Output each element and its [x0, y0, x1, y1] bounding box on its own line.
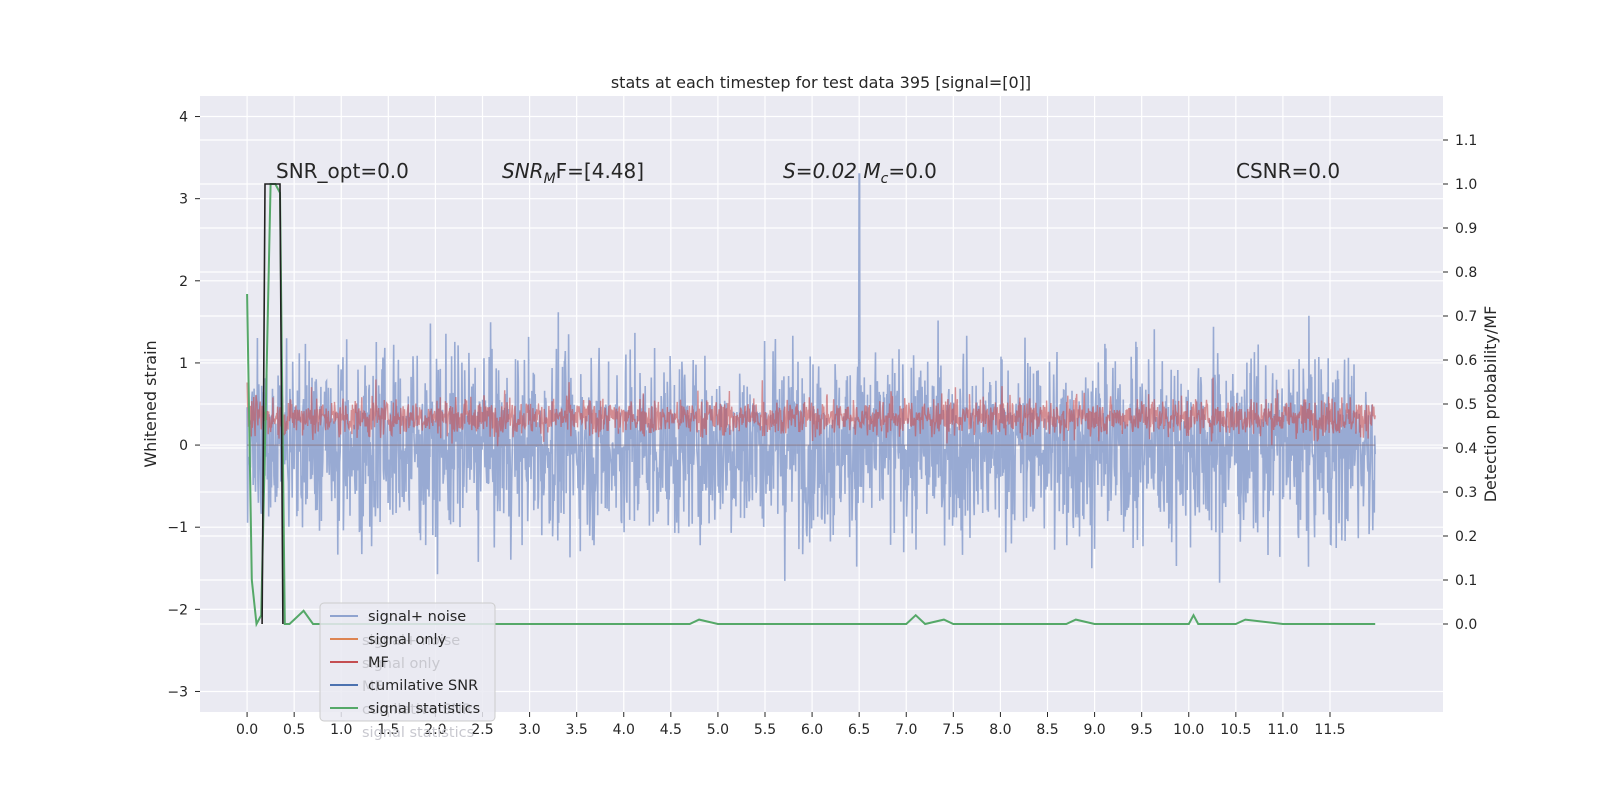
legend-box: [319, 602, 496, 722]
y2-tick-label: 0.9: [1455, 221, 1477, 237]
y2-tick-label: 0.3: [1455, 485, 1477, 501]
y2-tick-label: 1.1: [1455, 133, 1477, 149]
x-tick-label: 0.0: [236, 722, 258, 738]
legend-label: signal statistics: [368, 701, 480, 717]
x-tick-label: 8.5: [1036, 722, 1058, 738]
legend-ghost-text: cumilative SNR: [362, 702, 472, 718]
y2-tick-label: 1.0: [1455, 177, 1477, 193]
y-tick-label: 0: [179, 438, 188, 454]
legend-label: signal only: [368, 632, 447, 648]
x-tick-label: 5.0: [707, 722, 729, 738]
series-line-signal-statistics: [246, 183, 1376, 628]
y2-axis-label: Detection probability/MF: [1481, 306, 1500, 503]
legend-label: cumilative SNR: [368, 678, 478, 694]
x-tick-label: 6.5: [848, 722, 870, 738]
series-line-mf: [246, 377, 1376, 447]
x-tick-label: 1.5: [377, 722, 399, 738]
x-tick-label: 10.5: [1220, 722, 1251, 738]
y-tick-label: 4: [179, 110, 188, 126]
legend-ghost-text: signal+ noise: [362, 633, 460, 649]
y2-tick-label: 0.0: [1455, 617, 1477, 633]
y-tick-label: −1: [167, 520, 188, 536]
x-tick-label: 8.0: [989, 722, 1011, 738]
annotation-3: S=0.02 Mc=0.0: [783, 159, 937, 187]
x-tick-label: 9.5: [1131, 722, 1153, 738]
x-tick-label: 4.0: [613, 722, 635, 738]
y-tick-label: 1: [179, 356, 188, 372]
chart-title: stats at each timestep for test data 395…: [611, 73, 1031, 92]
x-tick-label: 2.0: [424, 722, 446, 738]
x-tick-label: 9.0: [1083, 722, 1105, 738]
y-tick-label: −2: [167, 602, 188, 618]
annotations: SNR_opt=0.0 SNRMF=[4.48] S=0.02 Mc=0.0 CSNR…: [276, 159, 1340, 187]
y-tick-label: 2: [179, 274, 188, 290]
series-line-signal-noise: [246, 173, 1376, 583]
y-tick-label: −3: [167, 684, 188, 700]
y2-tick-label: 0.4: [1455, 441, 1477, 457]
y2-tick-label: 0.2: [1455, 529, 1477, 545]
legend-ghost-text: MF: [362, 679, 383, 695]
x-tick-label: 7.5: [942, 722, 964, 738]
x-tick-label: 0.5: [283, 722, 305, 738]
y2-tick-label: 0.8: [1455, 265, 1477, 281]
x-tick-label: 11.5: [1314, 722, 1345, 738]
x-tick-label: 11.0: [1267, 722, 1298, 738]
x-tick-label: 6.0: [801, 722, 823, 738]
x-tick-label: 1.0: [330, 722, 352, 738]
x-tick-label: 10.0: [1173, 722, 1204, 738]
annotation-1: SNR_opt=0.0: [276, 159, 409, 183]
legend-label: signal+ noise: [368, 609, 466, 625]
legend-label: MF: [368, 655, 389, 671]
series-line-detection-spike: [261, 183, 284, 625]
y2-tick-label: 0.1: [1455, 573, 1477, 589]
x-tick-label: 3.0: [518, 722, 540, 738]
x-tick-label: 5.5: [754, 722, 776, 738]
y-axis-label: Whitened strain: [141, 340, 160, 467]
y-tick-label: 3: [179, 192, 188, 208]
x-tick-label: 3.5: [566, 722, 588, 738]
x-tick-label: 7.0: [895, 722, 917, 738]
y2-tick-label: 0.6: [1455, 353, 1477, 369]
legend-ghost-text: signal only: [362, 656, 441, 672]
y2-tick-label: 0.5: [1455, 397, 1477, 413]
series-layer: [246, 173, 1376, 628]
annotation-4: CSNR=0.0: [1236, 159, 1340, 183]
x-tick-label: 4.5: [660, 722, 682, 738]
ticks-layer: 0.0 0.5 1.0 1.5 2.0 2.5 3.0 3.5 4.0 4.5 5.0 5.5 6.0 6…: [167, 110, 1477, 738]
y2-tick-label: 0.7: [1455, 309, 1477, 325]
annotation-2: SNRMF=[4.48]: [502, 159, 644, 187]
x-tick-label: 2.5: [471, 722, 493, 738]
legend-ghost-text: signal statistics: [362, 725, 474, 741]
